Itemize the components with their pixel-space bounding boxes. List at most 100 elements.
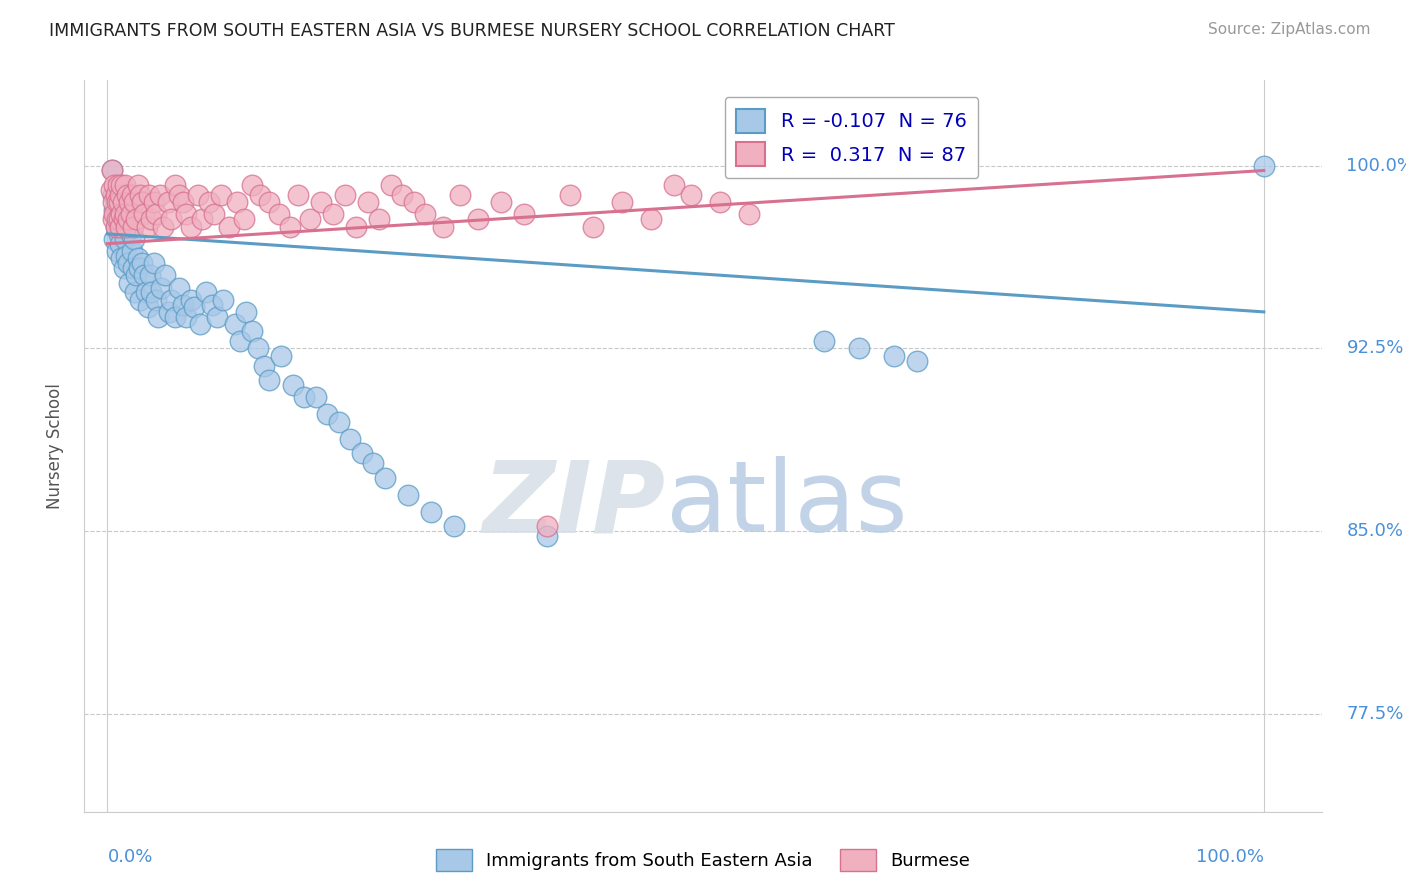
Point bbox=[813, 334, 835, 348]
Point bbox=[108, 219, 131, 234]
Point bbox=[101, 163, 124, 178]
Point bbox=[108, 187, 131, 202]
Point bbox=[467, 212, 489, 227]
Point bbox=[415, 207, 437, 221]
Point bbox=[103, 232, 125, 246]
Point bbox=[122, 219, 145, 234]
Point bbox=[582, 219, 605, 234]
Point bbox=[118, 195, 141, 210]
Point bbox=[232, 212, 254, 227]
Point bbox=[108, 236, 131, 251]
Point bbox=[104, 219, 127, 234]
Point bbox=[278, 219, 301, 234]
Point bbox=[194, 285, 217, 300]
Point bbox=[124, 285, 146, 300]
Text: 85.0%: 85.0% bbox=[1347, 523, 1403, 541]
Point bbox=[135, 219, 157, 234]
Point bbox=[681, 187, 703, 202]
Point bbox=[114, 232, 136, 246]
Point bbox=[163, 310, 186, 324]
Point bbox=[449, 187, 471, 202]
Point bbox=[316, 407, 339, 421]
Text: 100.0%: 100.0% bbox=[1347, 157, 1406, 175]
Point bbox=[103, 202, 125, 217]
Point bbox=[115, 212, 138, 227]
Point bbox=[103, 212, 125, 227]
Point bbox=[108, 227, 131, 241]
Point bbox=[339, 432, 361, 446]
Point bbox=[142, 195, 165, 210]
Point bbox=[391, 187, 413, 202]
Point bbox=[152, 219, 174, 234]
Point bbox=[188, 317, 211, 331]
Point bbox=[212, 293, 235, 307]
Point bbox=[134, 268, 156, 283]
Point bbox=[270, 349, 292, 363]
Point bbox=[135, 285, 157, 300]
Point bbox=[110, 207, 132, 221]
Text: ZIP: ZIP bbox=[482, 456, 666, 553]
Point bbox=[112, 260, 135, 275]
Point bbox=[115, 187, 138, 202]
Point bbox=[218, 219, 240, 234]
Point bbox=[138, 187, 160, 202]
Point bbox=[100, 183, 122, 197]
Point bbox=[187, 187, 209, 202]
Point bbox=[111, 195, 134, 210]
Point bbox=[709, 195, 731, 210]
Text: atlas: atlas bbox=[666, 456, 907, 553]
Text: 0.0%: 0.0% bbox=[107, 848, 153, 866]
Point bbox=[172, 297, 194, 311]
Point bbox=[328, 415, 350, 429]
Point bbox=[104, 219, 127, 234]
Point bbox=[259, 195, 281, 210]
Point bbox=[115, 249, 138, 263]
Point bbox=[139, 268, 162, 283]
Point bbox=[111, 219, 134, 234]
Point bbox=[202, 207, 225, 221]
Point bbox=[246, 342, 269, 356]
Point bbox=[141, 212, 163, 227]
Point bbox=[350, 446, 373, 460]
Point bbox=[1253, 159, 1275, 173]
Point bbox=[127, 178, 149, 193]
Point bbox=[402, 195, 425, 210]
Point bbox=[905, 353, 928, 368]
Point bbox=[145, 293, 167, 307]
Point bbox=[149, 280, 172, 294]
Point bbox=[167, 187, 190, 202]
Point bbox=[157, 305, 180, 319]
Point bbox=[738, 207, 761, 221]
Text: 77.5%: 77.5% bbox=[1347, 706, 1403, 723]
Point bbox=[127, 252, 149, 266]
Point bbox=[120, 227, 142, 241]
Point bbox=[122, 195, 145, 210]
Point bbox=[125, 212, 148, 227]
Point bbox=[148, 187, 170, 202]
Point bbox=[298, 212, 321, 227]
Point bbox=[118, 276, 141, 290]
Point bbox=[513, 207, 536, 221]
Point bbox=[420, 505, 443, 519]
Point bbox=[155, 268, 177, 283]
Point bbox=[183, 300, 205, 314]
Point bbox=[121, 244, 143, 258]
Point bbox=[125, 268, 148, 283]
Point bbox=[160, 293, 183, 307]
Point bbox=[141, 285, 163, 300]
Y-axis label: Nursery School: Nursery School bbox=[45, 383, 63, 509]
Point bbox=[108, 212, 131, 227]
Point bbox=[163, 178, 186, 193]
Point bbox=[368, 212, 391, 227]
Point bbox=[191, 212, 214, 227]
Point bbox=[110, 252, 132, 266]
Point bbox=[104, 187, 127, 202]
Point bbox=[207, 310, 229, 324]
Point bbox=[240, 325, 263, 339]
Point bbox=[333, 187, 356, 202]
Point bbox=[105, 244, 128, 258]
Point bbox=[145, 207, 167, 221]
Point bbox=[249, 187, 271, 202]
Point bbox=[172, 195, 194, 210]
Point bbox=[235, 305, 257, 319]
